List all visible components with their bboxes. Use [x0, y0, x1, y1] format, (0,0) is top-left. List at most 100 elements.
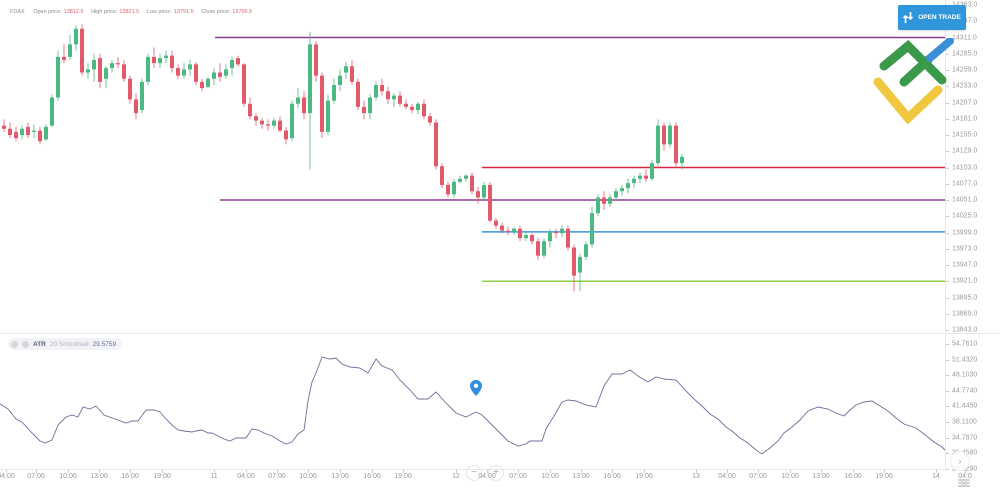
time-label: 07:00: [509, 473, 527, 480]
candle: [194, 61, 198, 85]
candle: [236, 55, 240, 67]
candle: [500, 222, 504, 234]
candle: [494, 218, 498, 229]
candle: [446, 181, 450, 198]
candle: [458, 175, 462, 184]
time-label: 16:00: [603, 473, 621, 480]
candle: [110, 60, 114, 73]
candle: [626, 178, 630, 194]
candle: [542, 238, 546, 259]
price-tick: [946, 135, 949, 136]
time-tick: [853, 470, 854, 473]
price-tick: [946, 151, 949, 153]
time-tick: [214, 470, 215, 473]
candle: [50, 94, 54, 127]
candle: [410, 103, 414, 114]
price-label: 14207.0: [952, 99, 978, 106]
hide-indicator-icon[interactable]: [11, 340, 18, 348]
time-tick: [965, 470, 966, 473]
candle: [392, 93, 396, 107]
time-label: 12: [452, 473, 460, 480]
candle: [374, 81, 378, 101]
candle: [452, 178, 456, 198]
candle: [266, 119, 270, 131]
atr-tick: [946, 375, 949, 377]
candle: [572, 244, 576, 292]
price-label: 13895.0: [952, 294, 978, 301]
candle: [164, 50, 168, 64]
candle: [416, 101, 420, 115]
time-label: 10:00: [541, 473, 559, 480]
atr-label: 54.7610: [952, 340, 978, 348]
time-label: 19:00: [394, 473, 412, 480]
candle: [326, 94, 330, 135]
map-pin-icon[interactable]: [470, 380, 482, 401]
candle: [44, 124, 48, 142]
candle: [524, 231, 528, 242]
open-trade-button[interactable]: OPEN TRADE: [898, 5, 966, 30]
time-label: 04:00: [718, 473, 736, 480]
candle: [398, 91, 402, 107]
time-label: 11: [210, 473, 218, 480]
time-label: 19:00: [875, 473, 893, 480]
time-tick: [758, 470, 759, 473]
candle: [320, 72, 324, 139]
time-label: 16:00: [363, 473, 381, 480]
price-tick: [946, 248, 949, 250]
price-tick: [946, 86, 949, 88]
low-label: Low price:: [146, 9, 172, 15]
candle: [578, 253, 582, 292]
ohlc-header: FDAX Open price: 13812.5 High price: 13821…: [10, 9, 258, 15]
candle: [344, 61, 348, 79]
candle: [152, 47, 156, 69]
candle: [476, 186, 480, 204]
candle: [74, 25, 78, 51]
time-tick: [403, 470, 404, 473]
chart-settings-icon[interactable]: [958, 474, 970, 488]
time-label: 04:0: [958, 473, 972, 480]
time-tick: [372, 470, 373, 473]
candle: [650, 160, 654, 181]
candle: [518, 225, 522, 242]
price-tick: [946, 216, 949, 218]
price-tick: [946, 232, 949, 234]
candle: [404, 99, 408, 110]
price-label: 14129.0: [952, 147, 978, 155]
candle: [428, 113, 432, 126]
high-label: High price:: [91, 9, 118, 15]
high-value: 13821.5: [119, 9, 140, 15]
candle: [614, 188, 618, 201]
atr-line-chart[interactable]: [0, 334, 946, 470]
atr-tick: [946, 390, 949, 392]
candle: [134, 93, 138, 120]
candle: [560, 225, 564, 237]
open-value: 13812.5: [63, 9, 84, 15]
time-tick: [581, 470, 582, 473]
time-label: 13:00: [331, 473, 349, 480]
atr-indicator-pane[interactable]: [0, 333, 946, 470]
price-label: 14025.0: [952, 212, 978, 220]
scroll-to-latest-button[interactable]: ›: [950, 451, 970, 471]
close-value: 13796.5: [232, 9, 253, 15]
price-label: 14311.0: [952, 34, 977, 41]
candle: [602, 191, 606, 210]
atr-legend[interactable]: ATR 20 Smoothed 29.5759: [8, 338, 123, 350]
price-axis[interactable]: 14363.014337.014311.014285.014259.014233…: [945, 0, 1000, 334]
candle: [680, 153, 684, 170]
atr-label: 41.4450: [952, 402, 978, 410]
price-tick: [946, 53, 949, 55]
atr-name: ATR: [33, 340, 46, 348]
time-tick: [884, 470, 885, 473]
candlestick-chart[interactable]: [0, 0, 945, 332]
price-label: 14285.0: [952, 50, 978, 58]
time-label: 07:00: [27, 473, 45, 480]
price-chart-pane[interactable]: [0, 0, 945, 332]
time-tick: [246, 470, 247, 473]
indicator-settings-icon[interactable]: [22, 340, 29, 348]
logo-icon: [873, 37, 954, 125]
price-label: 14233.0: [952, 82, 978, 90]
price-label: 14259.0: [952, 66, 978, 74]
candle: [122, 60, 126, 82]
atr-axis[interactable]: 54.7610 51.4320 48.1030 44.7740 41.4450 38.11…: [945, 333, 1000, 472]
time-axis[interactable]: 04:00 07:00 10:00 13:00 16:00 19:00 11 04:00 07:…: [0, 469, 972, 485]
